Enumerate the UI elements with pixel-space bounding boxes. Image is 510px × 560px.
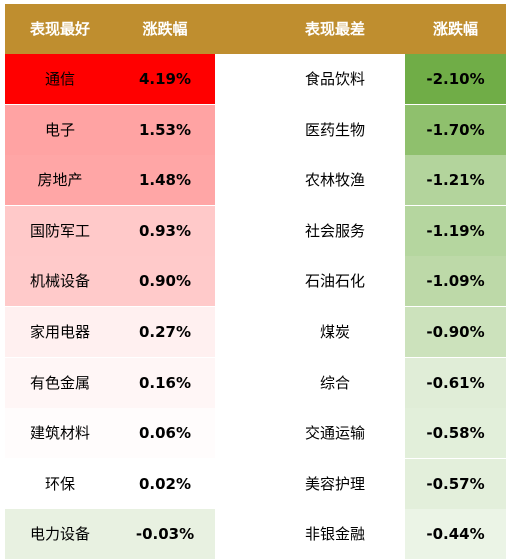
worst-change-value: -0.61% bbox=[405, 357, 506, 408]
worst-industry-name: 农林牧渔 bbox=[304, 171, 365, 190]
best-industry-name: 房地产 bbox=[5, 155, 115, 206]
table-row: 家用电器 0.27% 煤炭 -0.90% bbox=[5, 307, 506, 357]
worst-change-value: -1.70% bbox=[405, 104, 506, 155]
table-row: 国防军工 0.93% 社会服务 -1.19% bbox=[5, 205, 506, 256]
worst-change-value: -1.09% bbox=[405, 256, 506, 307]
best-industry-name: 家用电器 bbox=[5, 307, 115, 357]
best-industry-name: 环保 bbox=[5, 458, 115, 509]
header-worst: 表现最差 bbox=[304, 20, 365, 38]
best-industry-name: 国防军工 bbox=[5, 205, 115, 256]
worst-change-value: -1.21% bbox=[405, 155, 506, 206]
best-change-value: 1.53% bbox=[115, 104, 215, 155]
worst-change-value: -1.19% bbox=[405, 205, 506, 256]
best-change-value: 0.93% bbox=[115, 205, 215, 256]
best-change-value: 0.06% bbox=[115, 408, 215, 459]
best-change-value: 0.90% bbox=[115, 256, 215, 307]
worst-industry-name: 食品饮料 bbox=[304, 70, 365, 88]
table-header: 表现最好 涨跌幅 表现最差 涨跌幅 bbox=[5, 4, 506, 54]
table-row: 有色金属 0.16% 综合 -0.61% bbox=[5, 357, 506, 408]
table-row: 电子 1.53% 医药生物 -1.70% bbox=[5, 104, 506, 155]
worst-change-value: -0.44% bbox=[405, 509, 506, 560]
worst-change-value: -0.90% bbox=[405, 307, 506, 357]
worst-industry-name: 交通运输 bbox=[304, 424, 365, 443]
worst-industry-name: 石油石化 bbox=[304, 272, 365, 291]
best-change-value: 1.48% bbox=[115, 155, 215, 206]
worst-change-value: -2.10% bbox=[405, 54, 506, 104]
table-row: 通信 4.19% 食品饮料 -2.10% bbox=[5, 54, 506, 104]
table-row: 房地产 1.48% 农林牧渔 -1.21% bbox=[5, 155, 506, 206]
header-worst-change: 涨跌幅 bbox=[432, 20, 478, 38]
best-change-value: 0.16% bbox=[115, 357, 215, 408]
header-best: 表现最好 bbox=[29, 20, 90, 38]
best-change-value: 0.27% bbox=[115, 307, 215, 357]
worst-industry-name: 非银金融 bbox=[304, 525, 365, 544]
best-industry-name: 通信 bbox=[5, 54, 115, 104]
best-industry-name: 机械设备 bbox=[5, 256, 115, 307]
table-row: 建筑材料 0.06% 交通运输 -0.58% bbox=[5, 408, 506, 459]
table-row: 机械设备 0.90% 石油石化 -1.09% bbox=[5, 256, 506, 307]
worst-industry-name: 综合 bbox=[319, 373, 350, 392]
best-industry-name: 有色金属 bbox=[5, 357, 115, 408]
header-best-change: 涨跌幅 bbox=[142, 20, 188, 38]
worst-industry-name: 医药生物 bbox=[304, 120, 365, 139]
worst-industry-name: 煤炭 bbox=[319, 323, 350, 341]
worst-change-value: -0.57% bbox=[405, 458, 506, 509]
best-industry-name: 电子 bbox=[5, 104, 115, 155]
table-row: 环保 0.02% 美容护理 -0.57% bbox=[5, 458, 506, 509]
best-industry-name: 电力设备 bbox=[5, 509, 115, 560]
best-change-value: 0.02% bbox=[115, 458, 215, 509]
worst-change-value: -0.58% bbox=[405, 408, 506, 459]
worst-industry-name: 社会服务 bbox=[304, 221, 365, 240]
best-change-value: -0.03% bbox=[115, 509, 215, 560]
best-change-value: 4.19% bbox=[115, 54, 215, 104]
best-industry-name: 建筑材料 bbox=[5, 408, 115, 459]
table-row: 电力设备 -0.03% 非银金融 -0.44% bbox=[5, 509, 506, 560]
worst-industry-name: 美容护理 bbox=[304, 474, 365, 493]
